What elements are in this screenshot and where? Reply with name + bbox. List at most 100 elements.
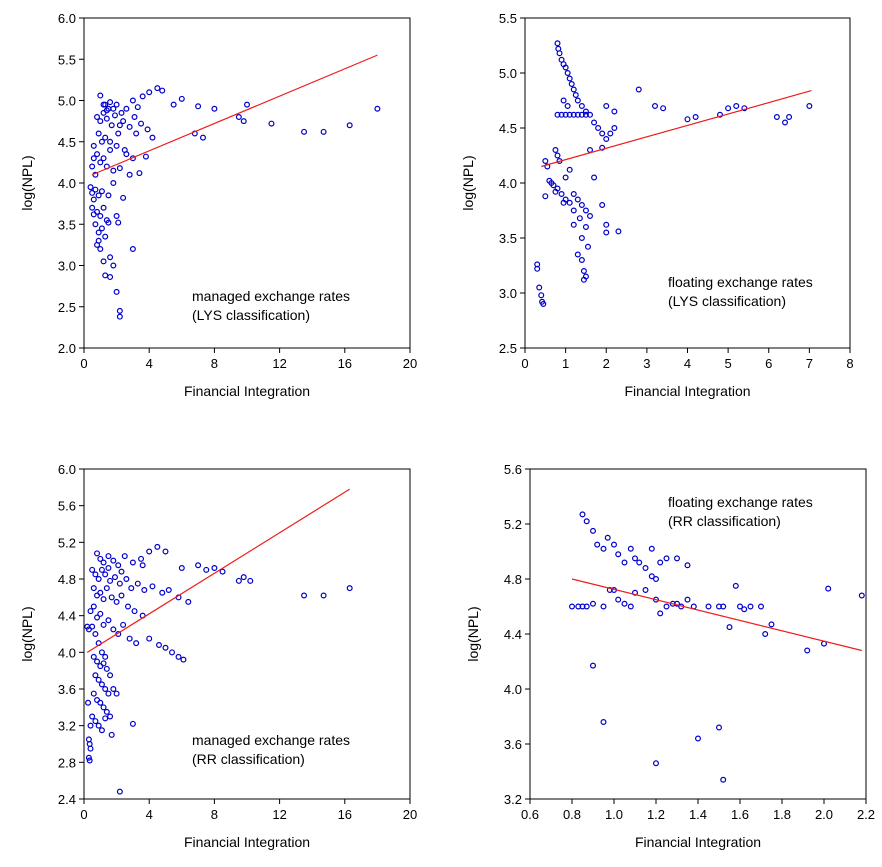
data-point [105,617,112,624]
y-tick-label: 4.0 [58,645,76,660]
x-tick-label: 8 [211,807,218,822]
data-point [97,555,104,562]
x-axis-label: Financial Integration [184,383,310,399]
data-point [195,103,202,110]
data-point [663,603,670,610]
data-point [133,130,140,137]
data-point [185,598,192,605]
data-point [107,713,114,720]
data-point [128,585,135,592]
data-point [652,760,659,767]
data-point [558,191,565,198]
data-point [139,93,146,100]
data-point [131,608,138,615]
data-point [146,89,153,96]
x-tick-label: 16 [338,807,352,822]
x-tick-label: 0.8 [563,807,581,822]
data-point [86,740,93,747]
data-point [87,184,94,191]
data-point [123,105,130,112]
x-tick-label: 12 [272,807,286,822]
data-point [589,662,596,669]
data-point [107,138,114,145]
data-point [107,577,114,584]
data-point [542,158,549,165]
data-point [574,97,581,104]
data-point [591,174,598,181]
x-tick-label: 1.6 [731,807,749,822]
data-point [107,147,114,154]
data-point [113,288,120,295]
y-tick-label: 5.0 [499,66,517,81]
data-point [110,626,117,633]
data-point [103,708,110,715]
data-point [301,128,308,135]
data-point [159,87,166,94]
data-point [113,690,120,697]
data-point [604,534,611,541]
data-point [146,635,153,642]
data-point [570,111,577,118]
data-point [240,118,247,125]
data-point [92,630,99,637]
data-point [165,586,172,593]
data-point [94,208,101,215]
x-tick-label: 0 [521,356,528,371]
data-point [580,276,587,283]
data-point [583,518,590,525]
data-point [100,258,107,265]
data-point [621,559,628,566]
data-point [111,574,118,581]
data-point [115,562,122,569]
data-point [720,776,727,783]
data-point [804,647,811,654]
data-point [95,229,102,236]
data-point [542,193,549,200]
data-point [715,724,722,731]
data-point [105,564,112,571]
fit-line [91,54,378,176]
data-point [85,699,92,706]
data-point [558,111,565,118]
x-tick-label: 5 [725,356,732,371]
data-point [603,102,610,109]
data-point [301,592,308,599]
x-tick-label: 0 [80,356,87,371]
data-point [726,624,733,631]
data-point [566,75,573,82]
data-point [566,111,573,118]
data-point [657,559,664,566]
data-point [536,284,543,291]
x-tick-label: 1.2 [647,807,665,822]
data-point [92,186,99,193]
data-point [684,596,691,603]
data-point [98,188,105,195]
data-point [564,102,571,109]
data-point [100,155,107,162]
data-point [126,123,133,130]
y-tick-label: 5.2 [58,535,76,550]
data-point [594,541,601,548]
data-point [115,219,122,226]
fit-line [541,90,812,168]
data-point [116,122,123,129]
data-point [120,118,127,125]
data-point [100,660,107,667]
data-point [178,95,185,102]
y-tick-label: 5.0 [58,94,76,109]
data-point [566,166,573,173]
data-point [586,111,593,118]
data-point [600,718,607,725]
data-point [534,265,541,272]
fit-line [571,578,862,652]
data-point [578,235,585,242]
data-point [720,603,727,610]
data-point [611,124,618,131]
data-point [100,101,107,108]
data-point [134,104,141,111]
y-axis-label: log(NPL) [19,606,35,661]
data-point [125,603,132,610]
annotation-line: (RR classification) [192,751,305,767]
data-point [627,603,634,610]
x-tick-label: 1 [562,356,569,371]
